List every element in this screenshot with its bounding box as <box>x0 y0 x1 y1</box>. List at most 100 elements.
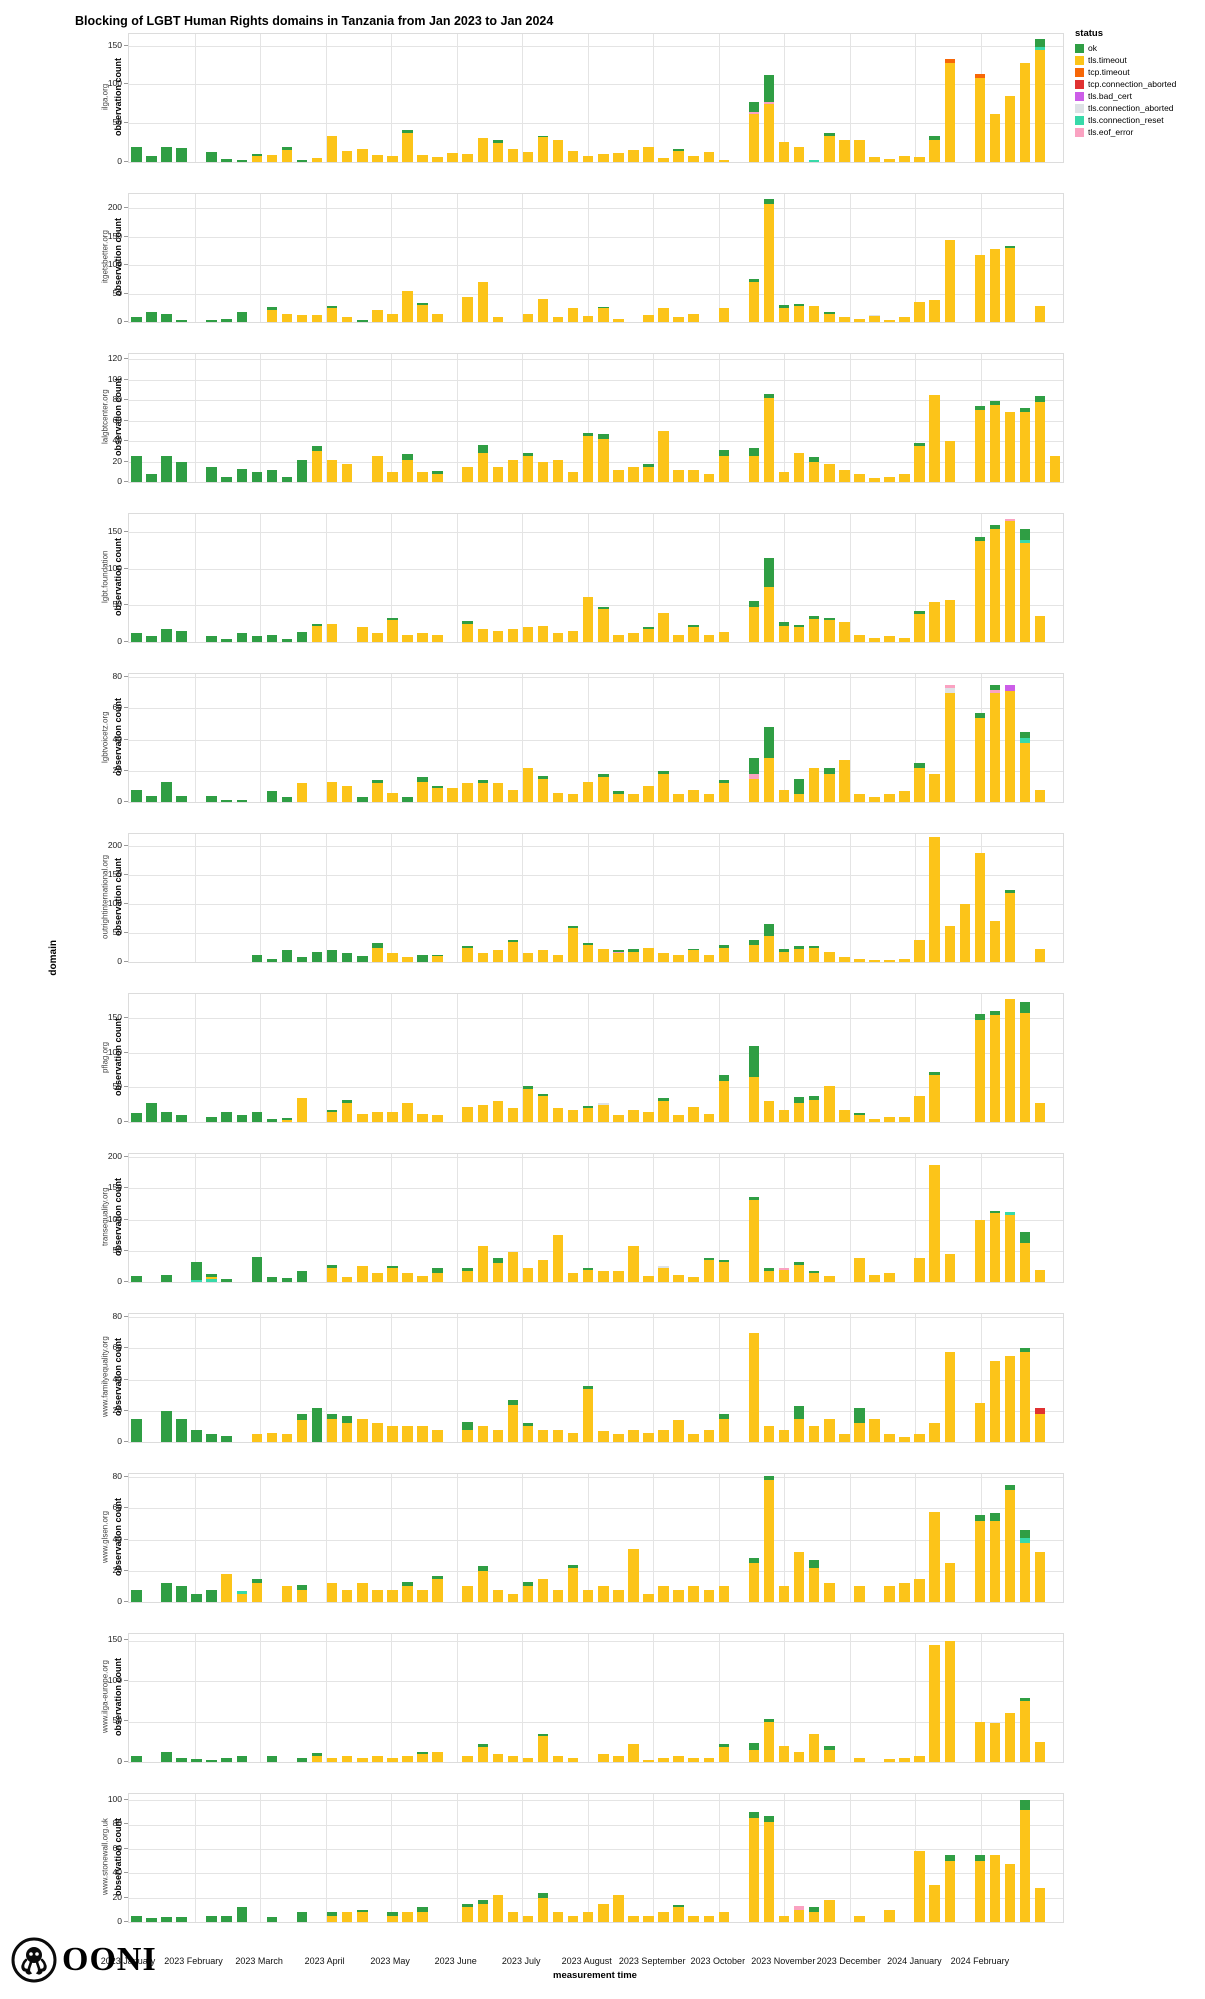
bar-segment-tls.timeout <box>718 1262 729 1282</box>
gridline-vertical <box>718 1314 720 1442</box>
bar-segment-tls.timeout <box>598 949 609 962</box>
bar-segment-ok <box>402 130 413 133</box>
y-tick-label: 40 <box>112 1867 122 1878</box>
gridline-vertical <box>522 1474 524 1602</box>
y-tick-mark <box>124 707 128 709</box>
bar-segment-tls.timeout <box>402 1272 413 1282</box>
bar-segment-ok <box>929 136 940 141</box>
gridline-vertical <box>522 194 524 322</box>
bar-segment-tls.timeout <box>793 1418 805 1442</box>
bar-segment-ok <box>1019 731 1031 738</box>
bar-segment-tls.timeout <box>914 1095 925 1122</box>
legend-item-ok[interactable]: ok <box>1075 43 1176 53</box>
bar-segment-tls.timeout <box>673 1115 684 1122</box>
bar-segment-tls.timeout <box>462 297 473 322</box>
bar-segment-tls.timeout <box>929 1511 940 1602</box>
y-tick-mark <box>124 1409 128 1411</box>
gridline-vertical <box>718 1154 720 1282</box>
bar-segment-tls.timeout <box>326 1111 338 1122</box>
bar-segment-tls.timeout <box>628 1245 639 1282</box>
bar-segment-tls.connection_reset <box>191 1279 202 1282</box>
gridline-vertical <box>718 834 720 962</box>
gridline-vertical <box>522 674 524 802</box>
gridline-horizontal <box>129 1052 1063 1054</box>
legend-item-tls.connection_aborted[interactable]: tls.connection_aborted <box>1075 103 1176 113</box>
legend-swatch <box>1075 115 1084 125</box>
bar-segment-ok <box>824 311 835 314</box>
gridline-vertical <box>587 34 589 162</box>
gridline-horizontal <box>129 1824 1063 1826</box>
legend-item-tls.eof_error[interactable]: tls.eof_error <box>1075 127 1176 137</box>
legend-label: ok <box>1088 43 1097 53</box>
bar-segment-tls.timeout <box>417 155 428 162</box>
bar-segment-tls.timeout <box>763 1101 775 1122</box>
bar-segment-tls.timeout <box>854 634 865 642</box>
bar-segment-tls.connection_aborted <box>869 315 880 317</box>
legend-item-tcp.timeout[interactable]: tcp.timeout <box>1075 67 1176 77</box>
bar-segment-tls.timeout <box>1004 248 1016 322</box>
gridline-vertical <box>456 1314 458 1442</box>
gridline-vertical <box>784 1314 786 1442</box>
x-tick-label: 2023 May <box>370 1956 410 1966</box>
bar-segment-tls.timeout <box>643 947 654 962</box>
bar-segment-tls.timeout <box>628 466 639 482</box>
bar-segment-tls.timeout <box>522 1268 534 1282</box>
bar-segment-tls.timeout <box>748 1818 760 1922</box>
gridline-vertical <box>260 1794 262 1922</box>
bar-segment-tls.timeout <box>688 627 699 642</box>
bar-segment-ok <box>296 1912 308 1922</box>
bar-segment-tls.timeout <box>387 155 398 162</box>
bar-segment-tls.timeout <box>778 789 790 802</box>
bar-segment-tls.timeout <box>824 1900 835 1922</box>
bar-segment-tls.timeout <box>432 956 443 962</box>
bar-segment-tls.timeout <box>492 466 503 482</box>
bar-segment-tls.timeout <box>989 1520 1001 1602</box>
gridline-vertical <box>849 354 851 482</box>
bar-segment-tls.timeout <box>944 239 955 322</box>
bar-segment-tls.timeout <box>763 935 775 962</box>
legend-item-tls.bad_cert[interactable]: tls.bad_cert <box>1075 91 1176 101</box>
y-tick-label: 60 <box>112 1842 122 1853</box>
bar-segment-ok <box>778 622 790 626</box>
bar-segment-tls.timeout <box>402 1102 413 1122</box>
bar-segment-tls.timeout <box>914 156 925 162</box>
bar-segment-tls.timeout <box>402 1912 413 1922</box>
ooni-octopus-icon <box>11 1937 57 1983</box>
gridline-vertical <box>325 1634 327 1762</box>
bar-segment-tls.timeout <box>598 154 609 162</box>
bar-segment-tls.timeout <box>989 1014 1001 1122</box>
bar-segment-ok <box>537 1733 549 1737</box>
y-tick-mark <box>124 1601 128 1602</box>
bar-segment-ok <box>989 1210 1001 1214</box>
legend-item-tcp.connection_aborted[interactable]: tcp.connection_aborted <box>1075 79 1176 89</box>
legend-item-tls.connection_reset[interactable]: tls.connection_reset <box>1075 115 1176 125</box>
bar-segment-ok <box>296 160 308 162</box>
y-tick-mark <box>124 844 128 846</box>
bar-segment-ok <box>266 307 278 310</box>
plot-area <box>128 1153 1064 1283</box>
bar-segment-tls.timeout <box>341 317 353 322</box>
y-tick-label: 100 <box>107 1213 122 1224</box>
bar-segment-tls.timeout <box>537 461 549 482</box>
bar-segment-tls.timeout <box>477 783 488 802</box>
bar-segment-tls.timeout <box>341 151 353 162</box>
bar-segment-ok <box>989 1513 1001 1521</box>
y-tick-label: 200 <box>107 202 122 213</box>
bar-segment-ok <box>206 151 217 162</box>
bar-segment-ok <box>808 457 820 462</box>
bar-segment-tls.eof_error <box>793 1906 805 1910</box>
gridline-horizontal <box>129 1188 1063 1190</box>
bar-segment-tls.timeout <box>869 960 880 962</box>
bar-segment-ok <box>221 800 232 802</box>
bar-segment-tls.timeout <box>387 620 398 642</box>
bar-segment-tls.timeout <box>643 1111 654 1122</box>
bar-segment-tls.timeout <box>598 1903 609 1922</box>
y-tick-label: 20 <box>112 1404 122 1415</box>
y-tick-label: 100 <box>107 78 122 89</box>
bar-segment-ok <box>206 1273 217 1277</box>
bar-segment-tls.timeout <box>357 1757 368 1762</box>
legend-title: status <box>1075 28 1103 39</box>
bar-segment-tls.timeout <box>944 599 955 642</box>
bar-segment-ok <box>326 1265 338 1269</box>
legend-item-tls.timeout[interactable]: tls.timeout <box>1075 55 1176 65</box>
